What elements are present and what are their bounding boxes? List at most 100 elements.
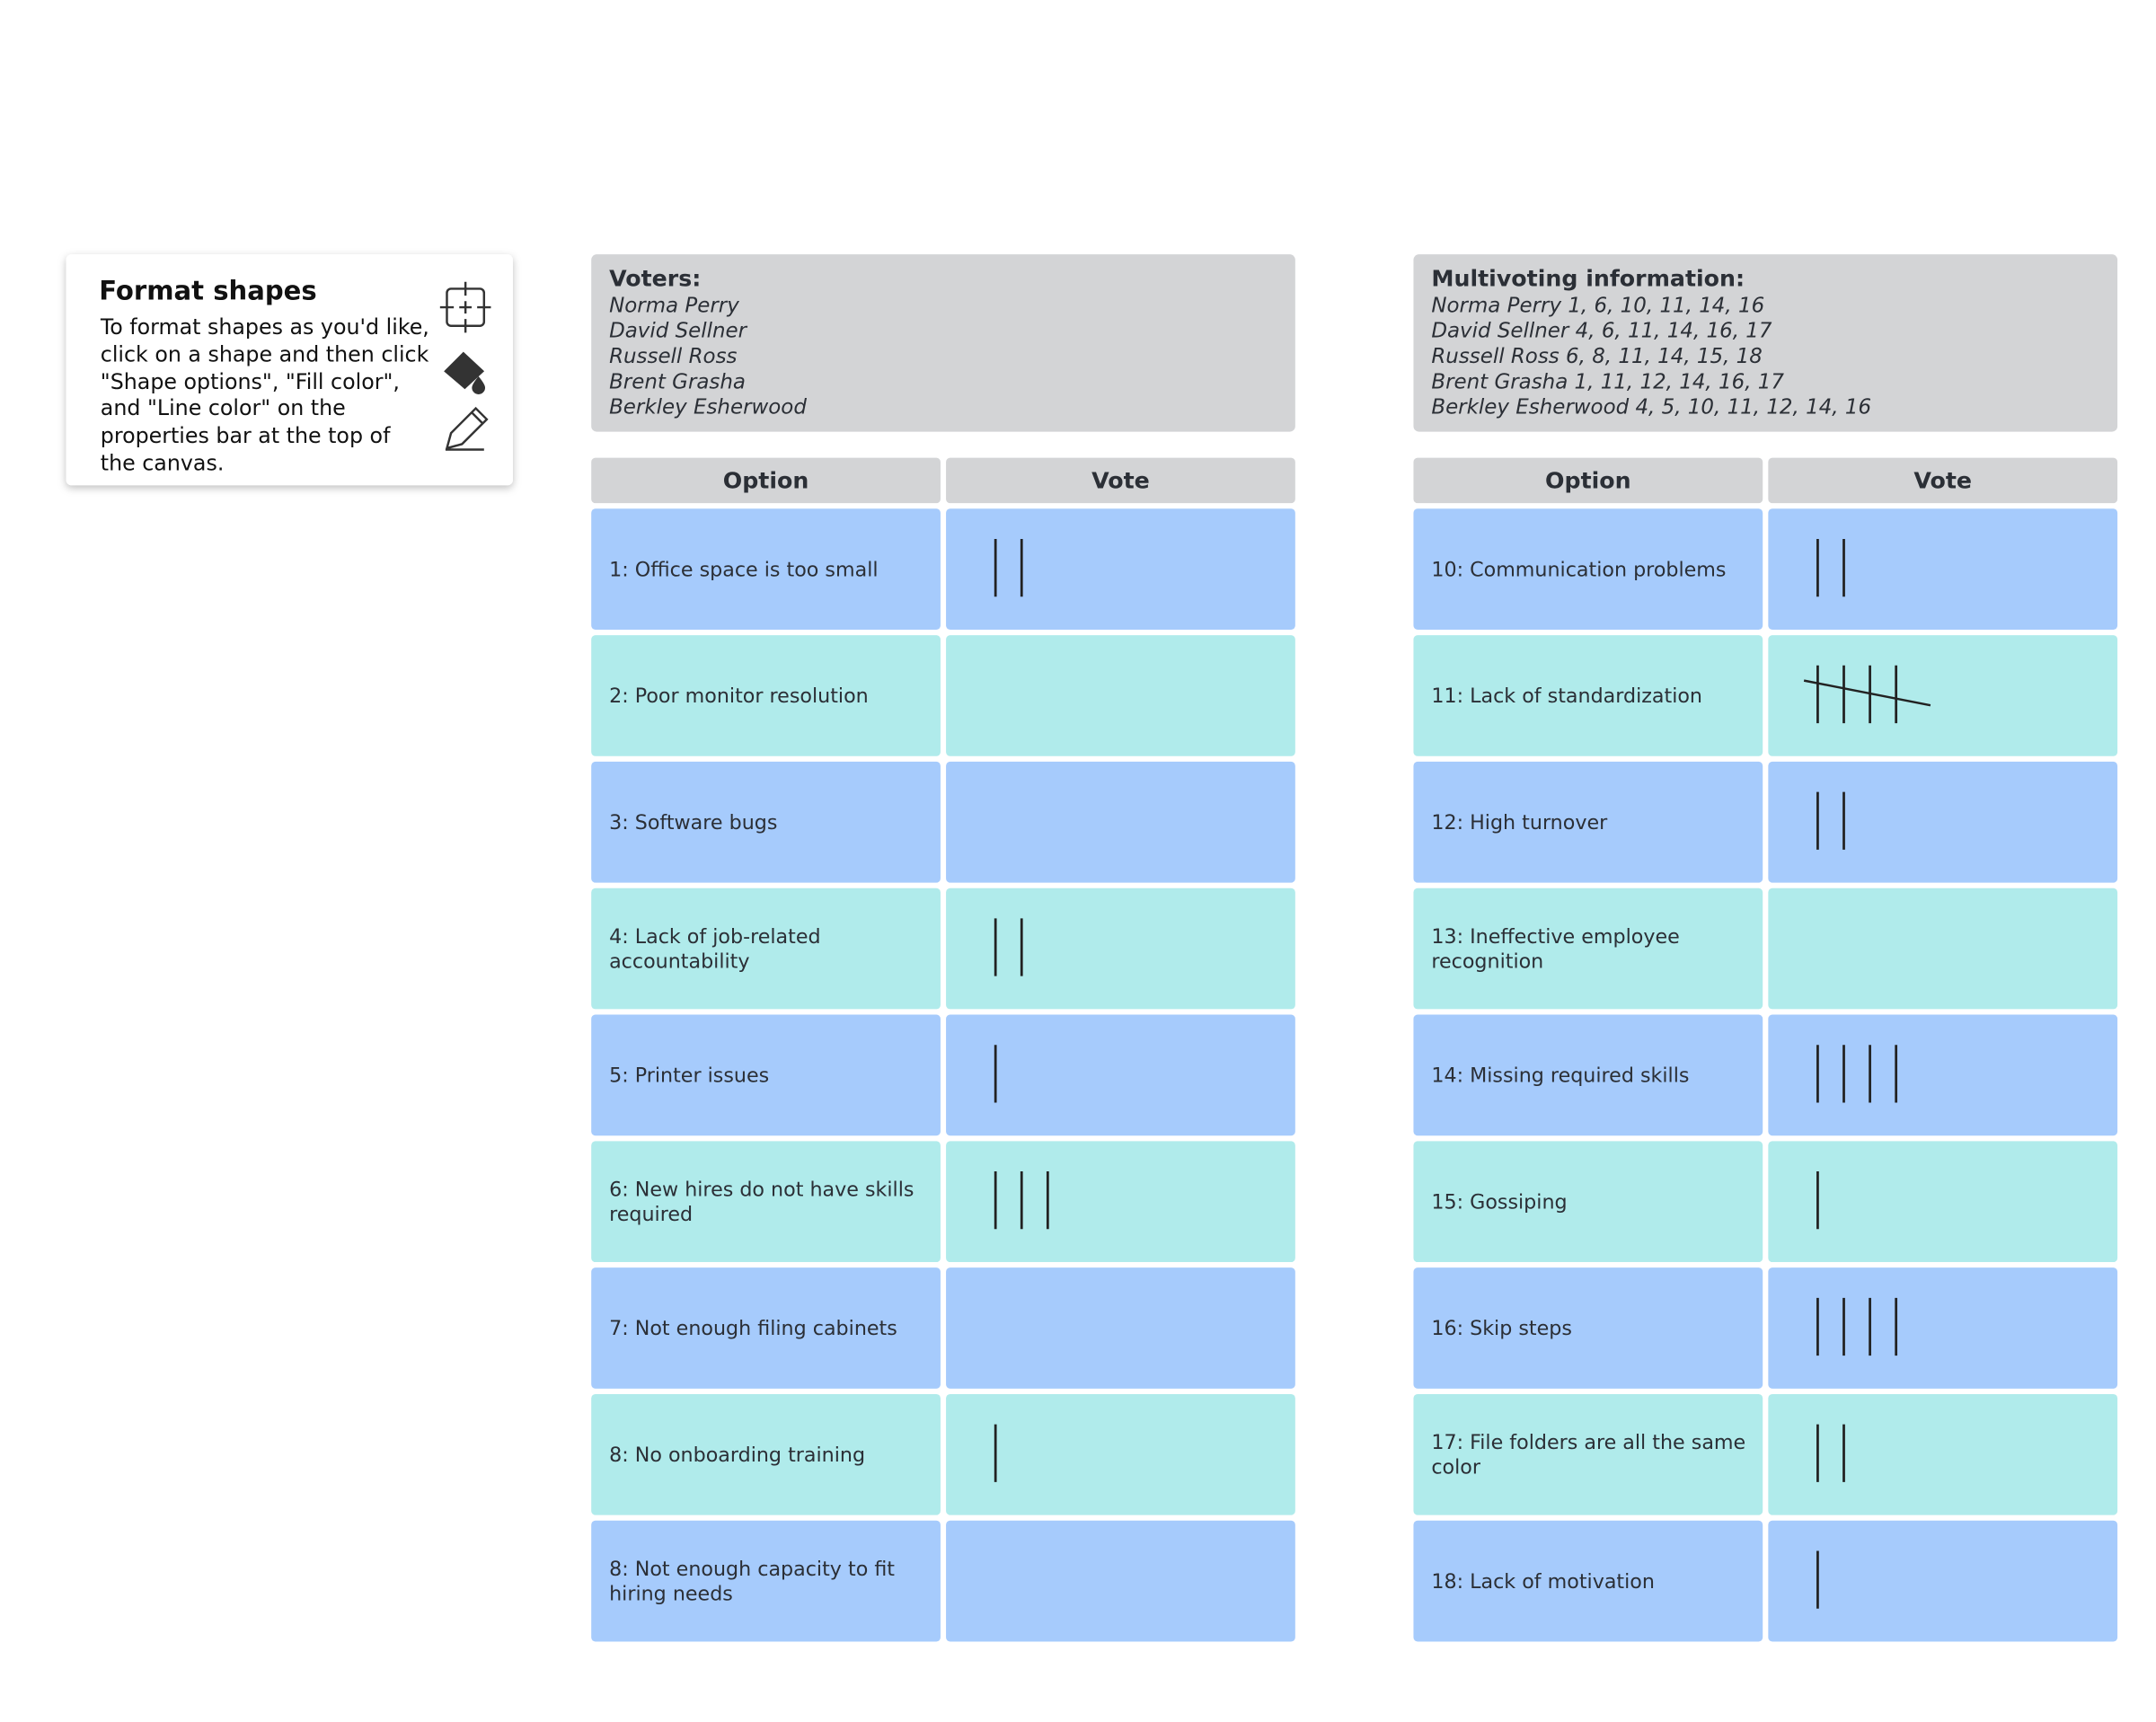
- info-line: Brent Grasha 1, 11, 12, 14, 16, 17: [1431, 370, 1784, 393]
- option-label: 17: File folders are all the same color: [1431, 1432, 1746, 1479]
- option-box: 16: Skip steps: [1431, 1318, 1572, 1340]
- option-box: 11: Lack of standardization: [1431, 685, 1703, 708]
- vote-cell: [946, 761, 1295, 883]
- option-box: 4: Lack of job-related accountability: [609, 925, 821, 974]
- header-cell: [1768, 457, 2118, 504]
- option-box: 13: Ineffective employee recognition: [1431, 925, 1680, 974]
- option-box: 18: Lack of motivation: [1431, 1571, 1655, 1594]
- fill-color-icon: [444, 351, 485, 390]
- option-cell: [591, 761, 941, 883]
- option-label: 15: Gossiping: [1431, 1191, 1568, 1214]
- card-body: To format shapes as you'd like, click on…: [100, 314, 429, 476]
- option-label: 13: Ineffective employee recognition: [1431, 925, 1680, 974]
- info-line: Norma Perry 1, 6, 10, 11, 14, 16: [1431, 294, 1764, 317]
- option-cell: [591, 1141, 941, 1263]
- option-label: 16: Skip steps: [1431, 1318, 1572, 1340]
- info-line: Russell Ross 6, 8, 11, 14, 15, 18: [1431, 345, 1763, 368]
- option-label: 3: Software bugs: [609, 812, 778, 835]
- option-label: 2: Poor monitor resolution: [609, 685, 869, 708]
- vote-cell: [1768, 761, 2118, 883]
- option-cell: [1413, 635, 1763, 756]
- header-label: Option: [1545, 467, 1631, 493]
- vote-cell: [1768, 1014, 2118, 1136]
- info-box: [1413, 254, 2118, 432]
- info-line: David Sellner: [609, 320, 748, 343]
- option-label: 7: Not enough filing cabinets: [609, 1318, 897, 1340]
- option-box: 2: Poor monitor resolution: [609, 685, 869, 708]
- vote-cell: [946, 1014, 1295, 1136]
- info-line: Brent Grasha: [609, 370, 746, 393]
- info-line: David Sellner 4, 6, 11, 14, 16, 17: [1431, 320, 1772, 343]
- option-cell: [591, 1014, 941, 1136]
- option-box: 1: Office space is too small: [609, 559, 879, 582]
- vote-cell: [946, 887, 1295, 1010]
- option-box: 12: High turnover: [1431, 812, 1608, 835]
- vote-cell: [1768, 635, 2118, 756]
- option-box: 3: Software bugs: [609, 812, 778, 835]
- option-cell: [1413, 1520, 1763, 1642]
- info-title: Multivoting information:: [1431, 265, 1745, 291]
- vote-cell: [946, 635, 1295, 756]
- header-label: Vote: [1913, 467, 1972, 493]
- option-cell: [1413, 1141, 1763, 1263]
- card-icons: [439, 281, 491, 451]
- option-label: 10: Communication problems: [1431, 559, 1727, 582]
- option-box: 14: Missing required skills: [1431, 1064, 1690, 1088]
- option-label: 11: Lack of standardization: [1431, 685, 1703, 708]
- card-body-box: To format shapes as you'd like, click on…: [100, 314, 429, 476]
- option-box: 8: No onboarding training: [609, 1444, 865, 1466]
- option-label: 1: Office space is too small: [609, 559, 879, 582]
- option-cell: [591, 508, 941, 630]
- option-box: 15: Gossiping: [1431, 1191, 1568, 1214]
- vote-cell: [946, 1141, 1295, 1263]
- option-cell: [591, 635, 941, 756]
- option-label: 12: High turnover: [1431, 812, 1608, 835]
- vote-cell: [946, 1267, 1295, 1389]
- header-label: Vote: [1091, 467, 1150, 493]
- option-cell: [591, 887, 941, 1010]
- header-cell: [591, 457, 941, 504]
- option-label: 8: Not enough capacity to fit hiring nee…: [609, 1558, 896, 1606]
- option-cell: [591, 1520, 941, 1642]
- option-box: 17: File folders are all the same color: [1431, 1432, 1746, 1479]
- option-box: 8: Not enough capacity to fit hiring nee…: [609, 1558, 896, 1606]
- info-box: [591, 254, 1295, 432]
- vote-cell: [1768, 887, 2118, 1010]
- vote-cell: [946, 1393, 1295, 1515]
- option-label: 5: Printer issues: [609, 1064, 770, 1088]
- option-cell: [1413, 508, 1763, 630]
- vote-cell: [946, 1520, 1295, 1642]
- info-title: Voters:: [609, 265, 701, 291]
- option-label: 18: Lack of motivation: [1431, 1571, 1655, 1594]
- info-line: Norma Perry: [609, 294, 739, 317]
- option-cell: [1413, 887, 1763, 1010]
- option-cell: [591, 1393, 941, 1515]
- option-box: 6: New hires do not have skills required: [609, 1179, 915, 1227]
- option-cell: [1413, 1014, 1763, 1136]
- format-card: [66, 254, 513, 486]
- vote-cell: [1768, 508, 2118, 630]
- info-line: Berkley Esherwood 4, 5, 10, 11, 12, 14, …: [1431, 396, 1871, 419]
- option-cell: [1413, 1393, 1763, 1515]
- option-cell: [591, 1267, 941, 1389]
- option-label: 14: Missing required skills: [1431, 1064, 1690, 1088]
- info-line: Berkley Esherwood: [609, 396, 807, 419]
- option-box: 5: Printer issues: [609, 1064, 770, 1088]
- header-cell: [1413, 457, 1763, 504]
- header-label: Option: [723, 467, 809, 493]
- option-label: 6: New hires do not have skills required: [609, 1179, 915, 1227]
- vote-cell: [1768, 1520, 2118, 1642]
- option-label: 4: Lack of job-related accountability: [609, 925, 821, 974]
- option-box: 10: Communication problems: [1431, 559, 1727, 582]
- vote-cell: [1768, 1141, 2118, 1263]
- info-line: Russell Ross: [609, 345, 737, 368]
- option-cell: [1413, 1267, 1763, 1389]
- option-cell: [1413, 761, 1763, 883]
- option-box: 7: Not enough filing cabinets: [609, 1318, 897, 1340]
- vote-cell: [1768, 1267, 2118, 1389]
- vote-cell: [946, 508, 1295, 630]
- vote-cell: [1768, 1393, 2118, 1515]
